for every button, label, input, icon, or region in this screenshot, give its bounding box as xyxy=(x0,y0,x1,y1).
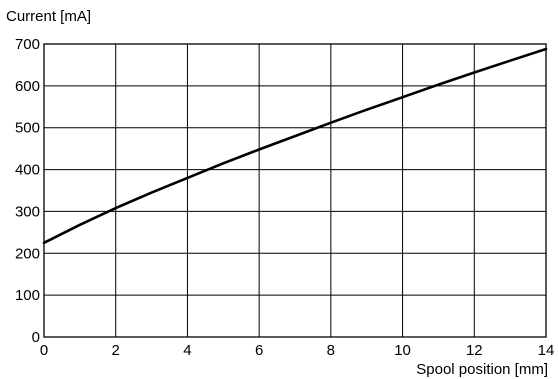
y-tick-label: 0 xyxy=(32,329,40,346)
current-curve xyxy=(42,47,548,245)
x-tick-label: 14 xyxy=(538,342,555,359)
y-tick-label: 700 xyxy=(15,36,40,53)
x-tick-label: 8 xyxy=(327,342,335,359)
y-axis-title: Current [mA] xyxy=(6,8,91,25)
x-tick-label: 10 xyxy=(394,342,411,359)
y-tick-label: 100 xyxy=(15,287,40,304)
gridlines xyxy=(43,43,547,338)
x-tick-label: 4 xyxy=(183,342,191,359)
x-tick-label: 0 xyxy=(40,342,48,359)
x-tick-label: 6 xyxy=(255,342,263,359)
x-tick-label: 12 xyxy=(466,342,483,359)
x-axis-title: Spool position [mm] xyxy=(416,361,548,378)
y-tick-label: 600 xyxy=(15,78,40,95)
y-tick-label: 500 xyxy=(15,120,40,137)
y-tick-label: 400 xyxy=(15,162,40,179)
y-tick-label: 200 xyxy=(15,245,40,262)
plot-frame xyxy=(43,43,547,338)
x-tick-label: 2 xyxy=(112,342,120,359)
y-tick-label: 300 xyxy=(15,203,40,220)
tick-labels: 0 2 4 6 8 10 12 14 0 100 200 300 400 500 600 700 xyxy=(15,36,554,359)
